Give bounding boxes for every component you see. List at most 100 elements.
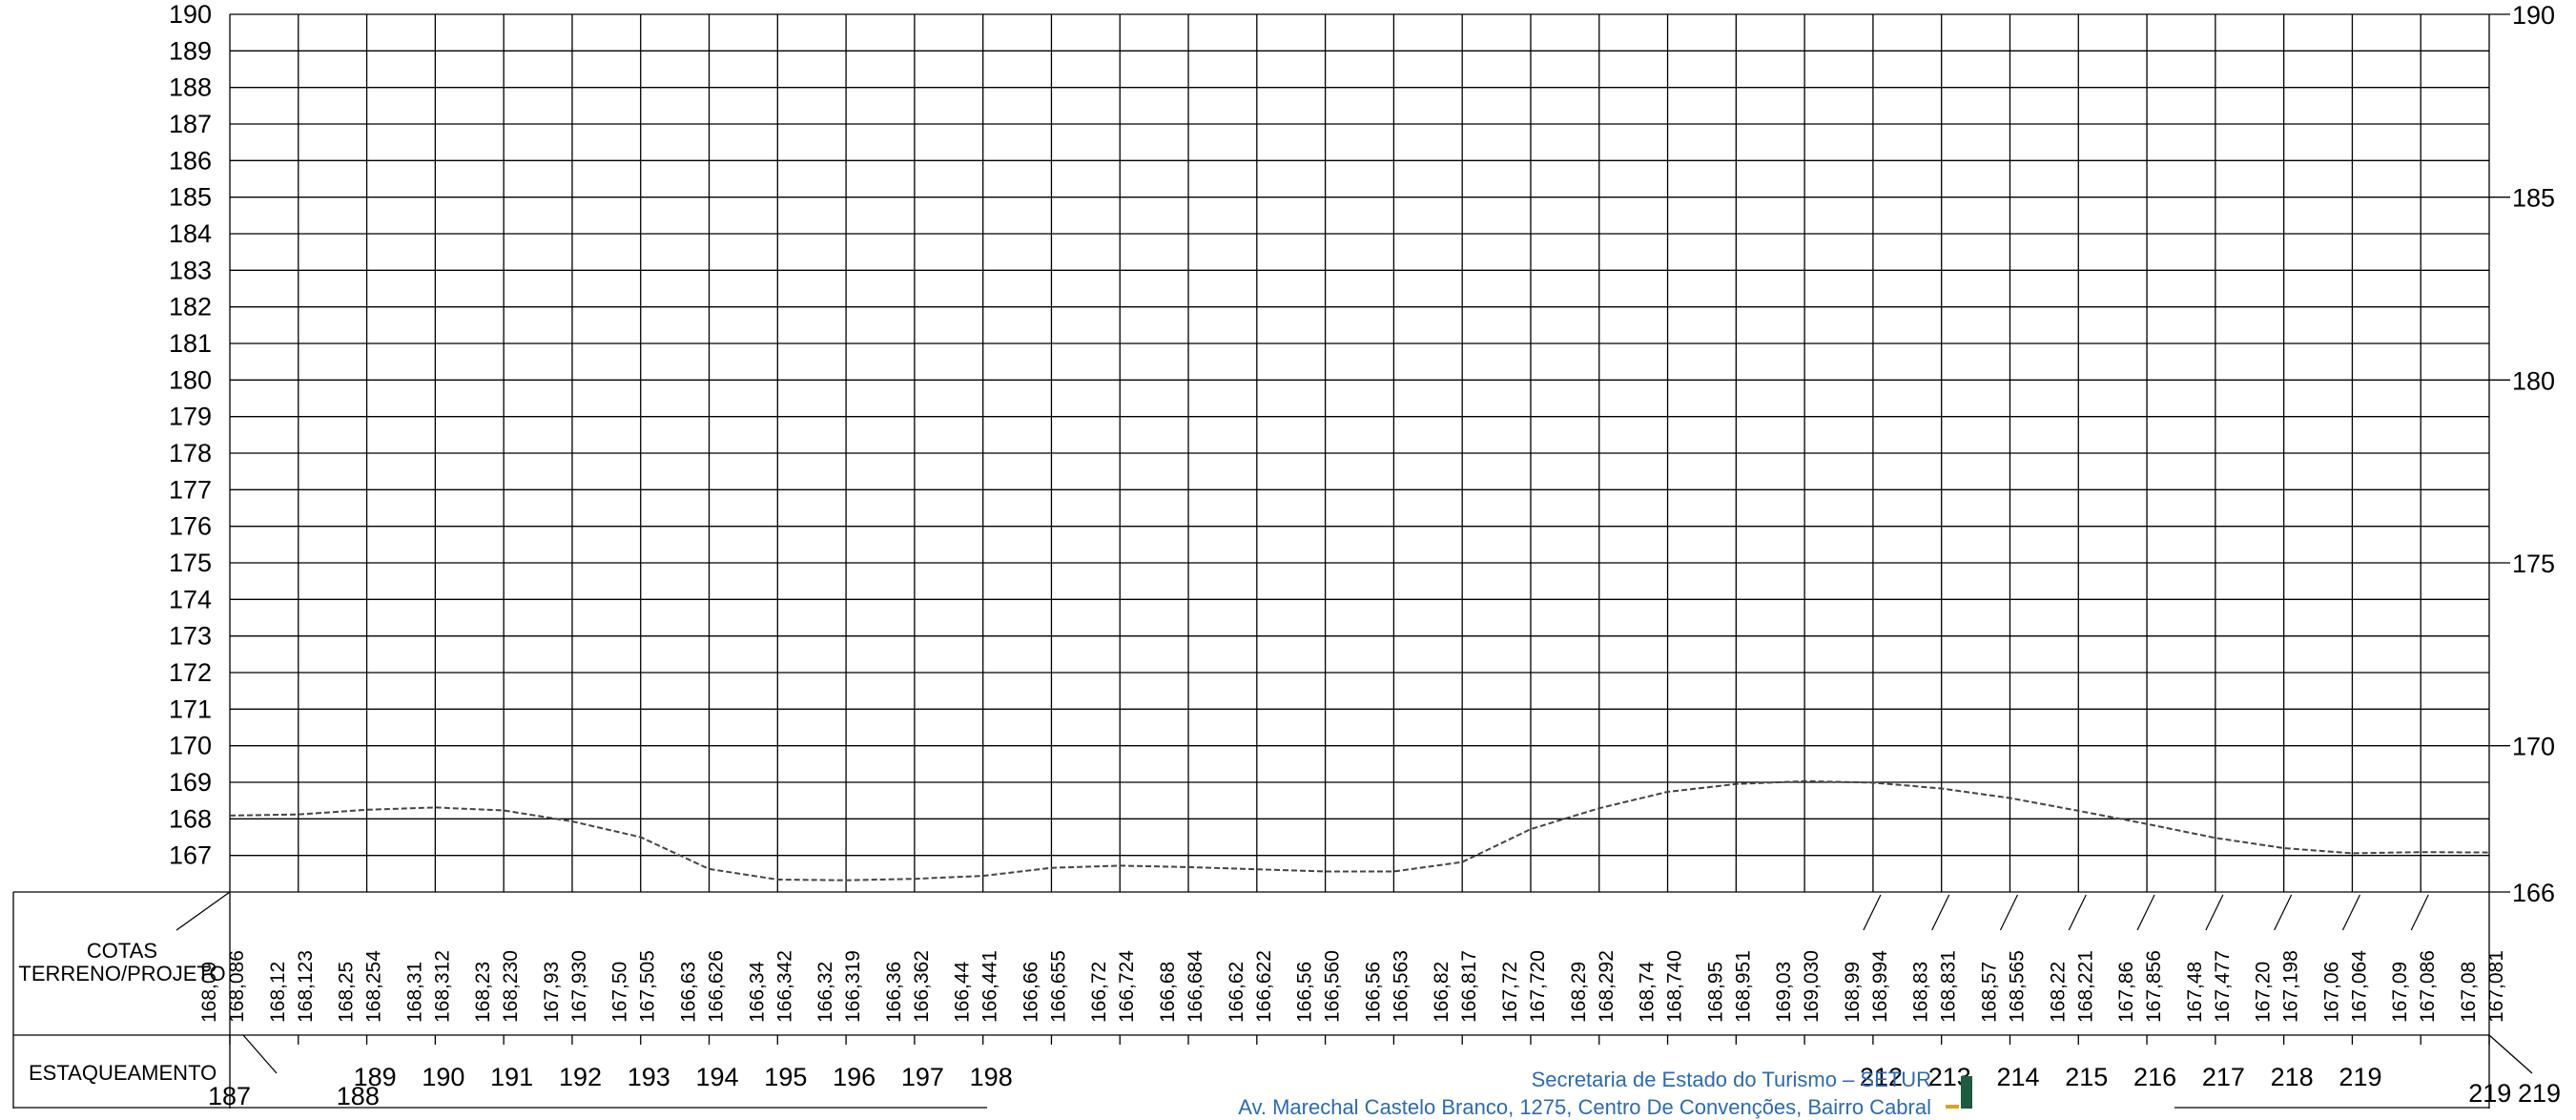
- left-tick-label: 190: [169, 0, 212, 29]
- terrain-elevation-value: 168,57: [1978, 962, 2000, 1023]
- terrain-elevation-value: 166,34: [746, 961, 768, 1023]
- terrain-elevation-value: 167,93: [541, 962, 563, 1023]
- station-label: 192: [559, 1063, 602, 1091]
- leader-line: [2136, 894, 2155, 931]
- terrain-elevation-value: 166,44: [952, 961, 974, 1023]
- leader-line: [2410, 894, 2429, 931]
- leader-line: [1999, 894, 2019, 931]
- terrain-elevation-value: 166,82: [1431, 962, 1453, 1023]
- project-elevation-value: 167,477: [2212, 950, 2234, 1023]
- project-elevation-value: 168,951: [1732, 950, 1754, 1023]
- left-tick-label: 177: [169, 475, 212, 504]
- station-label: 188: [337, 1082, 380, 1109]
- project-elevation-value: 168,292: [1596, 950, 1618, 1023]
- terrain-elevation-value: 167,50: [609, 962, 631, 1023]
- left-tick-label: 187: [169, 110, 212, 138]
- leader-line: [2341, 894, 2360, 931]
- leader-line: [2068, 894, 2087, 931]
- terrain-elevation-value: 168,83: [1910, 962, 1932, 1023]
- project-elevation-value: 166,684: [1185, 950, 1206, 1023]
- right-elevation-axis: 166 170 175 180 185 190: [2489, 1, 2555, 907]
- footer-line-2: Av. Marechal Castelo Branco, 1275, Centr…: [1238, 1095, 1931, 1119]
- station-label: 194: [696, 1063, 739, 1091]
- elevation-values: 168,09 168,086 168,12 168,123 168,25 168,254 1…: [198, 894, 2507, 1023]
- project-elevation-value: 167,720: [1527, 950, 1549, 1023]
- terrain-elevation-value: 166,63: [678, 962, 700, 1023]
- estaqueamento-row-label: ESTAQUEAMENTO: [29, 1061, 216, 1085]
- right-tick-label: 166: [2512, 879, 2555, 907]
- terrain-elevation-value: 168,31: [403, 962, 425, 1023]
- left-tick-label: 172: [169, 658, 212, 687]
- terrain-elevation-value: 167,09: [2389, 962, 2411, 1023]
- leader-line: [2274, 894, 2293, 931]
- project-elevation-value: 169,030: [1801, 950, 1823, 1023]
- left-tick-label: 168: [169, 804, 212, 833]
- left-elevation-axis: 167 168 169 170 171 172 173 174 175 176 177 178 179 1…: [169, 0, 212, 870]
- project-elevation-value: 168,230: [500, 950, 522, 1023]
- terrain-elevation-value: 168,09: [198, 962, 220, 1023]
- station-label: 219: [2518, 1079, 2561, 1108]
- terrain-elevation-value: 166,68: [1157, 962, 1179, 1023]
- terrain-elevation-value: 167,72: [1499, 962, 1521, 1023]
- project-elevation-value: 166,319: [842, 950, 864, 1023]
- logo-yellow-bar: [1946, 1105, 1959, 1109]
- right-tick-label: 175: [2512, 550, 2555, 578]
- terrain-elevation-value: 167,48: [2184, 962, 2206, 1023]
- station-label: 193: [628, 1063, 670, 1091]
- project-elevation-value: 167,930: [568, 950, 590, 1023]
- terrain-elevation-value: 168,95: [1704, 962, 1726, 1023]
- right-tick-label: 180: [2512, 366, 2555, 395]
- leader-line: [2488, 1034, 2533, 1074]
- project-elevation-value: 168,123: [295, 950, 317, 1023]
- terrain-profile-line: [229, 779, 2490, 881]
- terrain-elevation-value: 169,03: [1773, 962, 1795, 1023]
- station-label: 198: [970, 1063, 1013, 1091]
- project-elevation-value: 168,221: [2074, 950, 2096, 1023]
- left-tick-label: 176: [169, 512, 212, 541]
- left-tick-label: 170: [169, 732, 212, 760]
- left-tick-label: 169: [169, 768, 212, 797]
- project-elevation-value: 166,563: [1390, 950, 1412, 1023]
- profile-grid: [229, 13, 2490, 893]
- terrain-elevation-value: 166,32: [814, 962, 836, 1023]
- project-elevation-value: 166,362: [911, 950, 933, 1023]
- right-tick-label: 170: [2512, 733, 2555, 761]
- leader-line: [1863, 894, 1882, 931]
- leader-line: [2205, 894, 2224, 931]
- station-label: 212: [1860, 1063, 1903, 1091]
- station-label: 195: [764, 1063, 807, 1091]
- station-label: 191: [490, 1063, 533, 1091]
- terrain-elevation-value: 168,29: [1568, 962, 1590, 1023]
- project-elevation-value: 167,505: [637, 950, 659, 1023]
- terrain-elevation-value: 168,23: [472, 962, 494, 1023]
- left-tick-label: 171: [169, 695, 212, 723]
- project-elevation-value: 168,312: [431, 950, 453, 1023]
- station-label: 217: [2202, 1063, 2245, 1091]
- project-elevation-value: 168,740: [1664, 950, 1686, 1023]
- station-label: 219: [2339, 1063, 2381, 1091]
- left-tick-label: 174: [169, 585, 212, 613]
- terrain-elevation-value: 166,36: [883, 962, 905, 1023]
- terrain-elevation-value: 168,25: [336, 962, 358, 1023]
- leader-line: [1931, 894, 1950, 931]
- station-label: 219: [2468, 1079, 2511, 1108]
- station-label: 214: [1996, 1063, 2039, 1091]
- left-tick-label: 173: [169, 622, 212, 651]
- left-tick-label: 175: [169, 549, 212, 577]
- terrain-elevation-value: 168,74: [1637, 961, 1659, 1023]
- station-label: 216: [2133, 1063, 2176, 1091]
- project-elevation-value: 167,064: [2348, 950, 2370, 1023]
- left-tick-label: 178: [169, 439, 212, 467]
- left-tick-label: 167: [169, 841, 212, 870]
- project-elevation-value: 166,626: [706, 950, 728, 1023]
- station-label: 218: [2271, 1063, 2314, 1091]
- station-label: 197: [901, 1063, 944, 1091]
- right-tick-label: 185: [2512, 184, 2555, 213]
- terrain-elevation-value: 166,72: [1088, 962, 1110, 1023]
- left-tick-label: 186: [169, 146, 212, 175]
- right-tick-label: 190: [2512, 1, 2555, 30]
- leader-line: [242, 1034, 278, 1074]
